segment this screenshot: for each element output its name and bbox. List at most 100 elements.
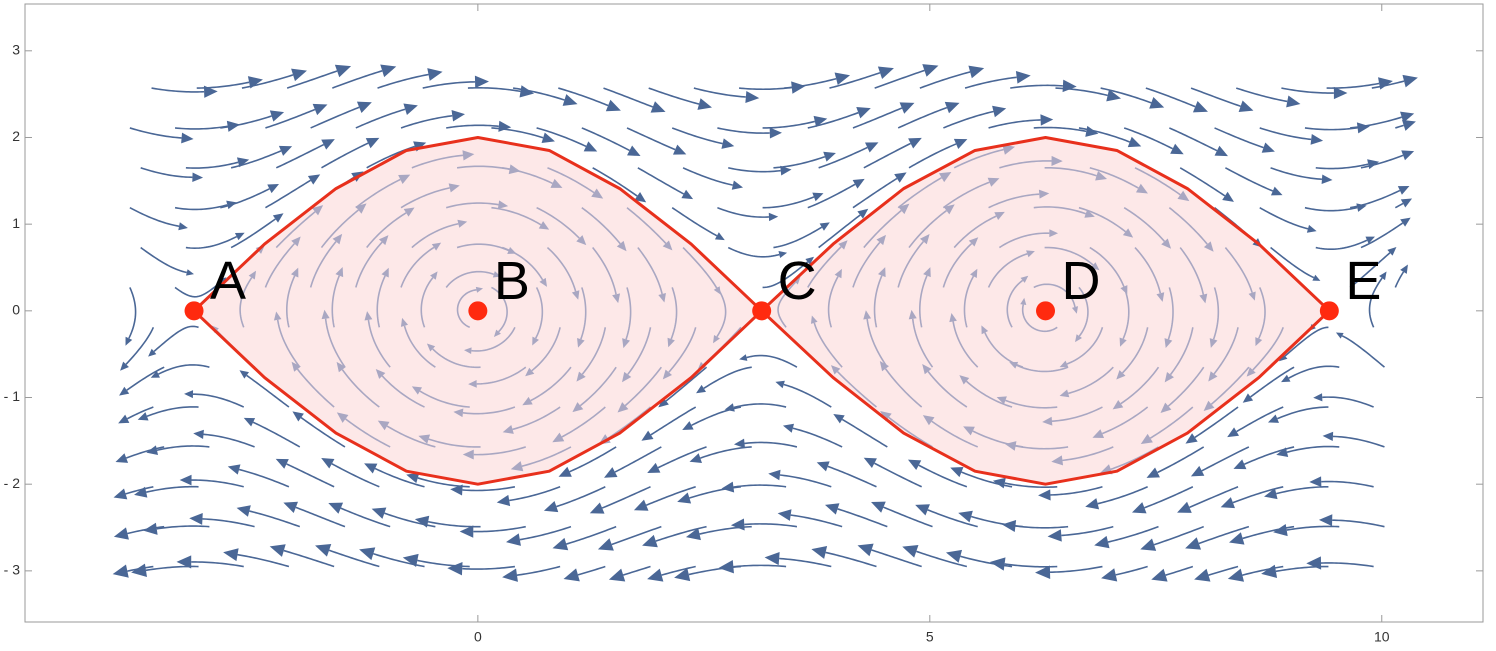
streamline xyxy=(581,207,621,245)
streamline xyxy=(1371,80,1405,89)
streamline xyxy=(432,348,481,369)
streamline xyxy=(125,326,155,365)
streamline xyxy=(220,188,270,209)
streamline xyxy=(927,509,978,528)
streamline xyxy=(185,235,238,249)
stream-arrow xyxy=(633,499,649,511)
stream-arrow xyxy=(1116,370,1126,380)
stream-arrow xyxy=(1185,433,1198,444)
streamline xyxy=(1062,446,1114,462)
stream-arrow xyxy=(315,543,332,557)
basin-layer xyxy=(194,137,1330,485)
streamline xyxy=(717,127,770,134)
stream-arrow xyxy=(616,240,627,252)
stream-arrow xyxy=(1333,86,1348,100)
stream-arrow xyxy=(944,101,960,114)
stream-arrow xyxy=(269,544,286,557)
streamline xyxy=(1259,127,1312,141)
stream-arrow xyxy=(118,414,130,424)
streamline xyxy=(773,226,823,249)
stream-arrow xyxy=(778,251,788,259)
stream-arrow xyxy=(1084,209,1095,218)
stream-arrow xyxy=(427,68,443,81)
streamline xyxy=(1210,366,1250,405)
stream-arrow xyxy=(1309,476,1322,488)
streamline xyxy=(665,366,708,402)
stream-arrow xyxy=(1322,431,1334,442)
stream-arrow xyxy=(780,165,792,176)
streamline xyxy=(1194,406,1239,439)
stream-arrow xyxy=(810,315,818,324)
stream-arrow xyxy=(878,267,886,278)
streamline xyxy=(126,366,165,391)
streamline xyxy=(1044,167,1097,177)
stream-arrow xyxy=(1222,191,1234,202)
stream-arrow xyxy=(414,515,430,528)
stream-arrow xyxy=(431,242,442,251)
streamline xyxy=(341,369,380,408)
streamline xyxy=(953,148,1004,169)
streamline xyxy=(807,246,842,288)
stream-arrow xyxy=(1040,114,1054,126)
stream-arrow xyxy=(1009,361,1019,369)
streamline xyxy=(733,564,787,568)
streamline xyxy=(998,232,1050,249)
point-label: B xyxy=(494,251,530,311)
stream-arrow xyxy=(768,469,781,481)
streamline xyxy=(125,446,165,459)
y-tick-label: - 1 xyxy=(4,388,21,404)
stream-arrow xyxy=(493,329,501,337)
stream-arrow xyxy=(1185,537,1202,550)
stream-arrow xyxy=(591,188,604,199)
streamline xyxy=(153,325,199,353)
streamline xyxy=(827,465,877,488)
streamline xyxy=(1134,247,1162,294)
streamline xyxy=(888,416,933,448)
streamline xyxy=(744,441,798,448)
stream-arrow xyxy=(589,502,605,514)
stream-arrow xyxy=(769,127,782,139)
streamline xyxy=(1395,124,1404,129)
stream-arrow xyxy=(291,236,301,247)
streamline xyxy=(456,165,510,171)
streamline xyxy=(611,525,662,546)
streamline xyxy=(521,446,572,467)
streamline xyxy=(519,525,572,541)
streamline xyxy=(129,206,180,228)
streamline xyxy=(874,69,925,89)
streamline xyxy=(386,425,436,448)
streamline xyxy=(502,167,553,185)
stream-arrow xyxy=(724,403,735,412)
stream-arrow xyxy=(120,361,129,371)
streamline xyxy=(536,127,587,148)
streamline xyxy=(703,366,752,390)
stream-arrow xyxy=(248,270,257,280)
streamline xyxy=(807,183,856,209)
stream-arrow xyxy=(1192,100,1208,113)
stream-arrow xyxy=(234,232,245,241)
stream-arrow xyxy=(871,501,886,513)
stream-arrow xyxy=(1209,338,1218,348)
streamline xyxy=(246,374,290,408)
stream-arrow xyxy=(777,509,792,521)
stream-arrow xyxy=(922,64,939,77)
streamline xyxy=(1189,486,1239,509)
stream-arrow xyxy=(834,72,851,85)
stream-arrow xyxy=(403,207,415,217)
stream-arrow xyxy=(562,94,578,106)
streamline xyxy=(1179,247,1205,295)
streamline xyxy=(295,506,346,528)
stream-arrow xyxy=(336,361,346,373)
y-tick-label: 2 xyxy=(12,128,20,144)
stream-arrow xyxy=(203,85,218,98)
stream-arrow xyxy=(989,557,1006,571)
stream-arrow xyxy=(321,458,335,469)
stream-arrow xyxy=(1306,224,1317,233)
stream-arrow xyxy=(497,200,509,210)
stream-arrow xyxy=(189,512,203,525)
streamline xyxy=(601,486,651,509)
stream-arrow xyxy=(398,174,411,184)
stream-arrow xyxy=(730,518,745,531)
streamline xyxy=(428,438,481,448)
streamline xyxy=(376,275,386,328)
